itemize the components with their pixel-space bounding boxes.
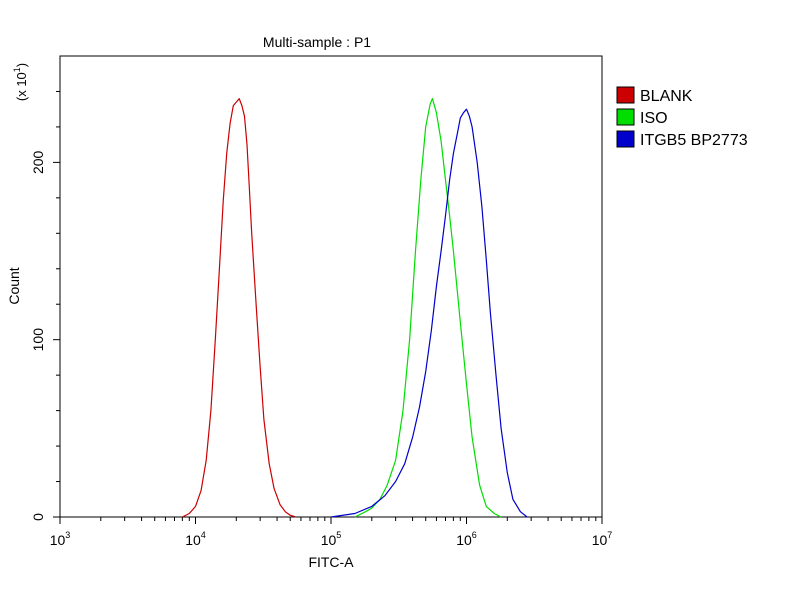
x-tick-label: 106 xyxy=(456,530,477,548)
series-line-itgb5-bp2773 xyxy=(330,108,528,518)
y-tick-label: 100 xyxy=(30,328,46,352)
x-tick-label-exp: 3 xyxy=(65,530,70,540)
legend-label: BLANK xyxy=(640,88,693,105)
legend-label: ISO xyxy=(640,110,668,127)
series-line-blank xyxy=(182,97,296,518)
plot-frame xyxy=(59,55,603,518)
legend-swatch xyxy=(616,86,635,104)
chart-title: Multi-sample : P1 xyxy=(263,34,371,50)
legend-label: ITGB5 BP2773 xyxy=(640,132,748,149)
y-scale-note: (x 101) xyxy=(12,63,29,101)
x-tick-label-base: 10 xyxy=(185,532,201,548)
x-tick-label-exp: 5 xyxy=(336,530,341,540)
x-tick-label: 105 xyxy=(321,530,342,548)
x-tick-label: 107 xyxy=(592,530,613,548)
y-tick-label: 200 xyxy=(30,150,46,174)
x-tick-label-base: 10 xyxy=(592,532,608,548)
x-tick-label-exp: 7 xyxy=(607,530,612,540)
x-tick-label-exp: 4 xyxy=(201,530,206,540)
y-tick-label: 0 xyxy=(30,513,46,521)
x-tick-label-base: 10 xyxy=(456,532,472,548)
legend: BLANK ISO ITGB5 BP2773 xyxy=(616,86,748,149)
x-tick-label-exp: 6 xyxy=(472,530,477,540)
y-scale-note-base: (x 10 xyxy=(14,72,29,101)
legend-swatch xyxy=(616,130,635,148)
series-lines xyxy=(182,97,528,518)
y-axis-label: Count xyxy=(6,267,22,304)
legend-swatch xyxy=(616,108,635,126)
x-tick-label: 104 xyxy=(185,530,206,548)
y-scale-note-exp: 1 xyxy=(12,67,22,72)
svg-text:(x 101): (x 101) xyxy=(12,63,29,101)
x-tick-label-base: 10 xyxy=(50,532,66,548)
x-tick-label: 103 xyxy=(50,530,71,548)
series-line-iso xyxy=(354,97,502,518)
x-axis-label: FITC-A xyxy=(308,554,354,570)
x-tick-label-base: 10 xyxy=(321,532,337,548)
y-scale-note-tail: ) xyxy=(14,63,29,67)
